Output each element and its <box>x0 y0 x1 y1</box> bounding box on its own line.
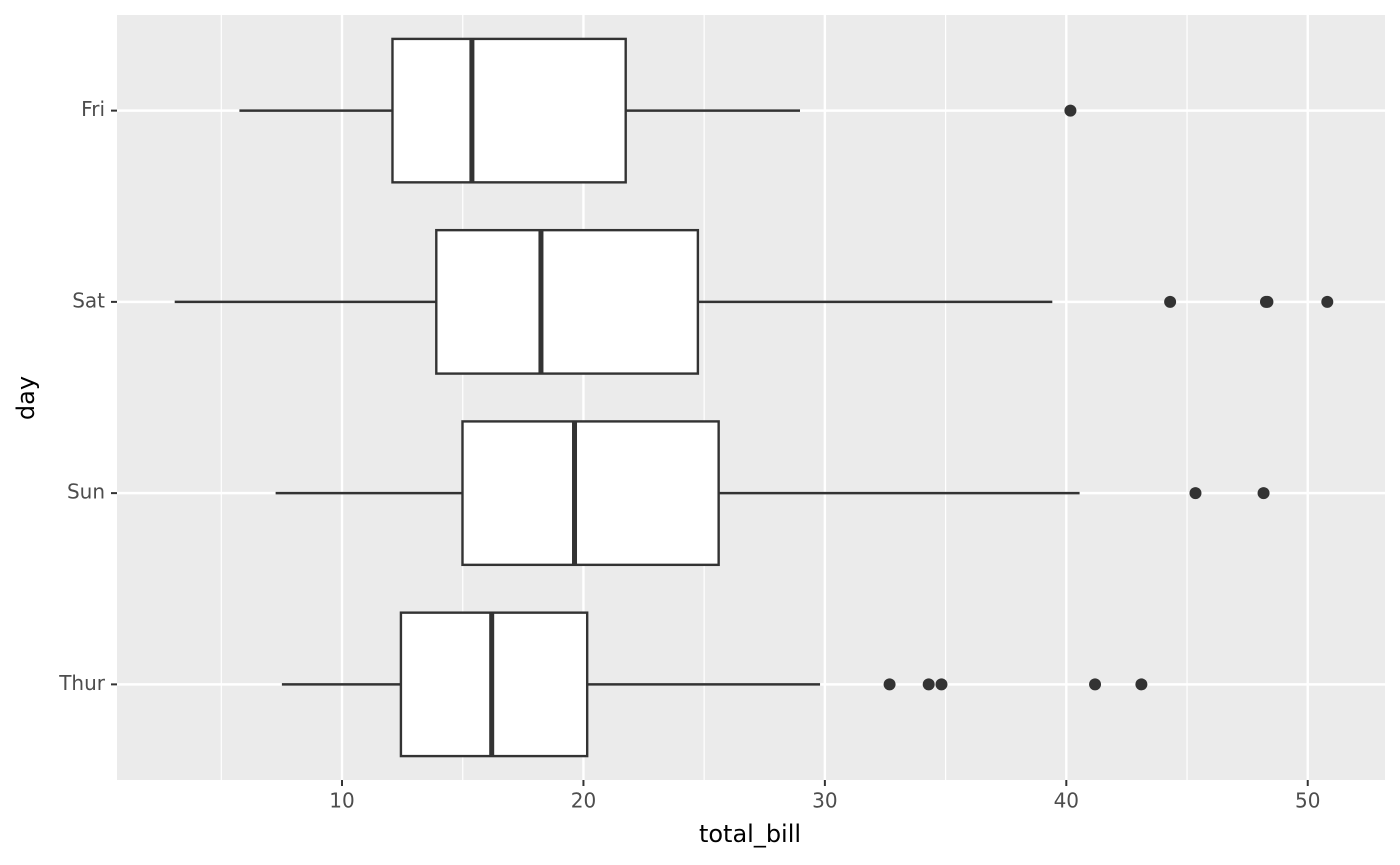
x-tick-label: 40 <box>1054 789 1079 813</box>
outlier <box>1189 487 1202 500</box>
y-tick-label: Sat <box>72 288 105 312</box>
x-tick-label: 30 <box>812 789 837 813</box>
y-tick-label: Fri <box>81 97 105 121</box>
outlier <box>1164 295 1177 308</box>
x-tick-label: 10 <box>329 789 354 813</box>
y-tick-label: Sun <box>67 480 105 504</box>
y-axis-title: day <box>12 376 40 420</box>
outlier <box>883 678 896 691</box>
panel <box>117 15 1385 780</box>
outlier <box>1089 678 1102 691</box>
y-tick-label: Thur <box>58 671 106 695</box>
outlier <box>1261 295 1274 308</box>
outlier <box>1135 678 1148 691</box>
outlier <box>1321 295 1334 308</box>
box <box>391 37 627 184</box>
outlier <box>1064 104 1077 117</box>
box <box>435 228 700 375</box>
x-tick-label: 50 <box>1295 789 1320 813</box>
box <box>461 420 720 567</box>
x-axis-title: total_bill <box>699 820 801 848</box>
outlier <box>922 678 935 691</box>
x-tick-label: 20 <box>571 789 596 813</box>
outlier <box>1257 487 1270 500</box>
outlier <box>935 678 948 691</box>
